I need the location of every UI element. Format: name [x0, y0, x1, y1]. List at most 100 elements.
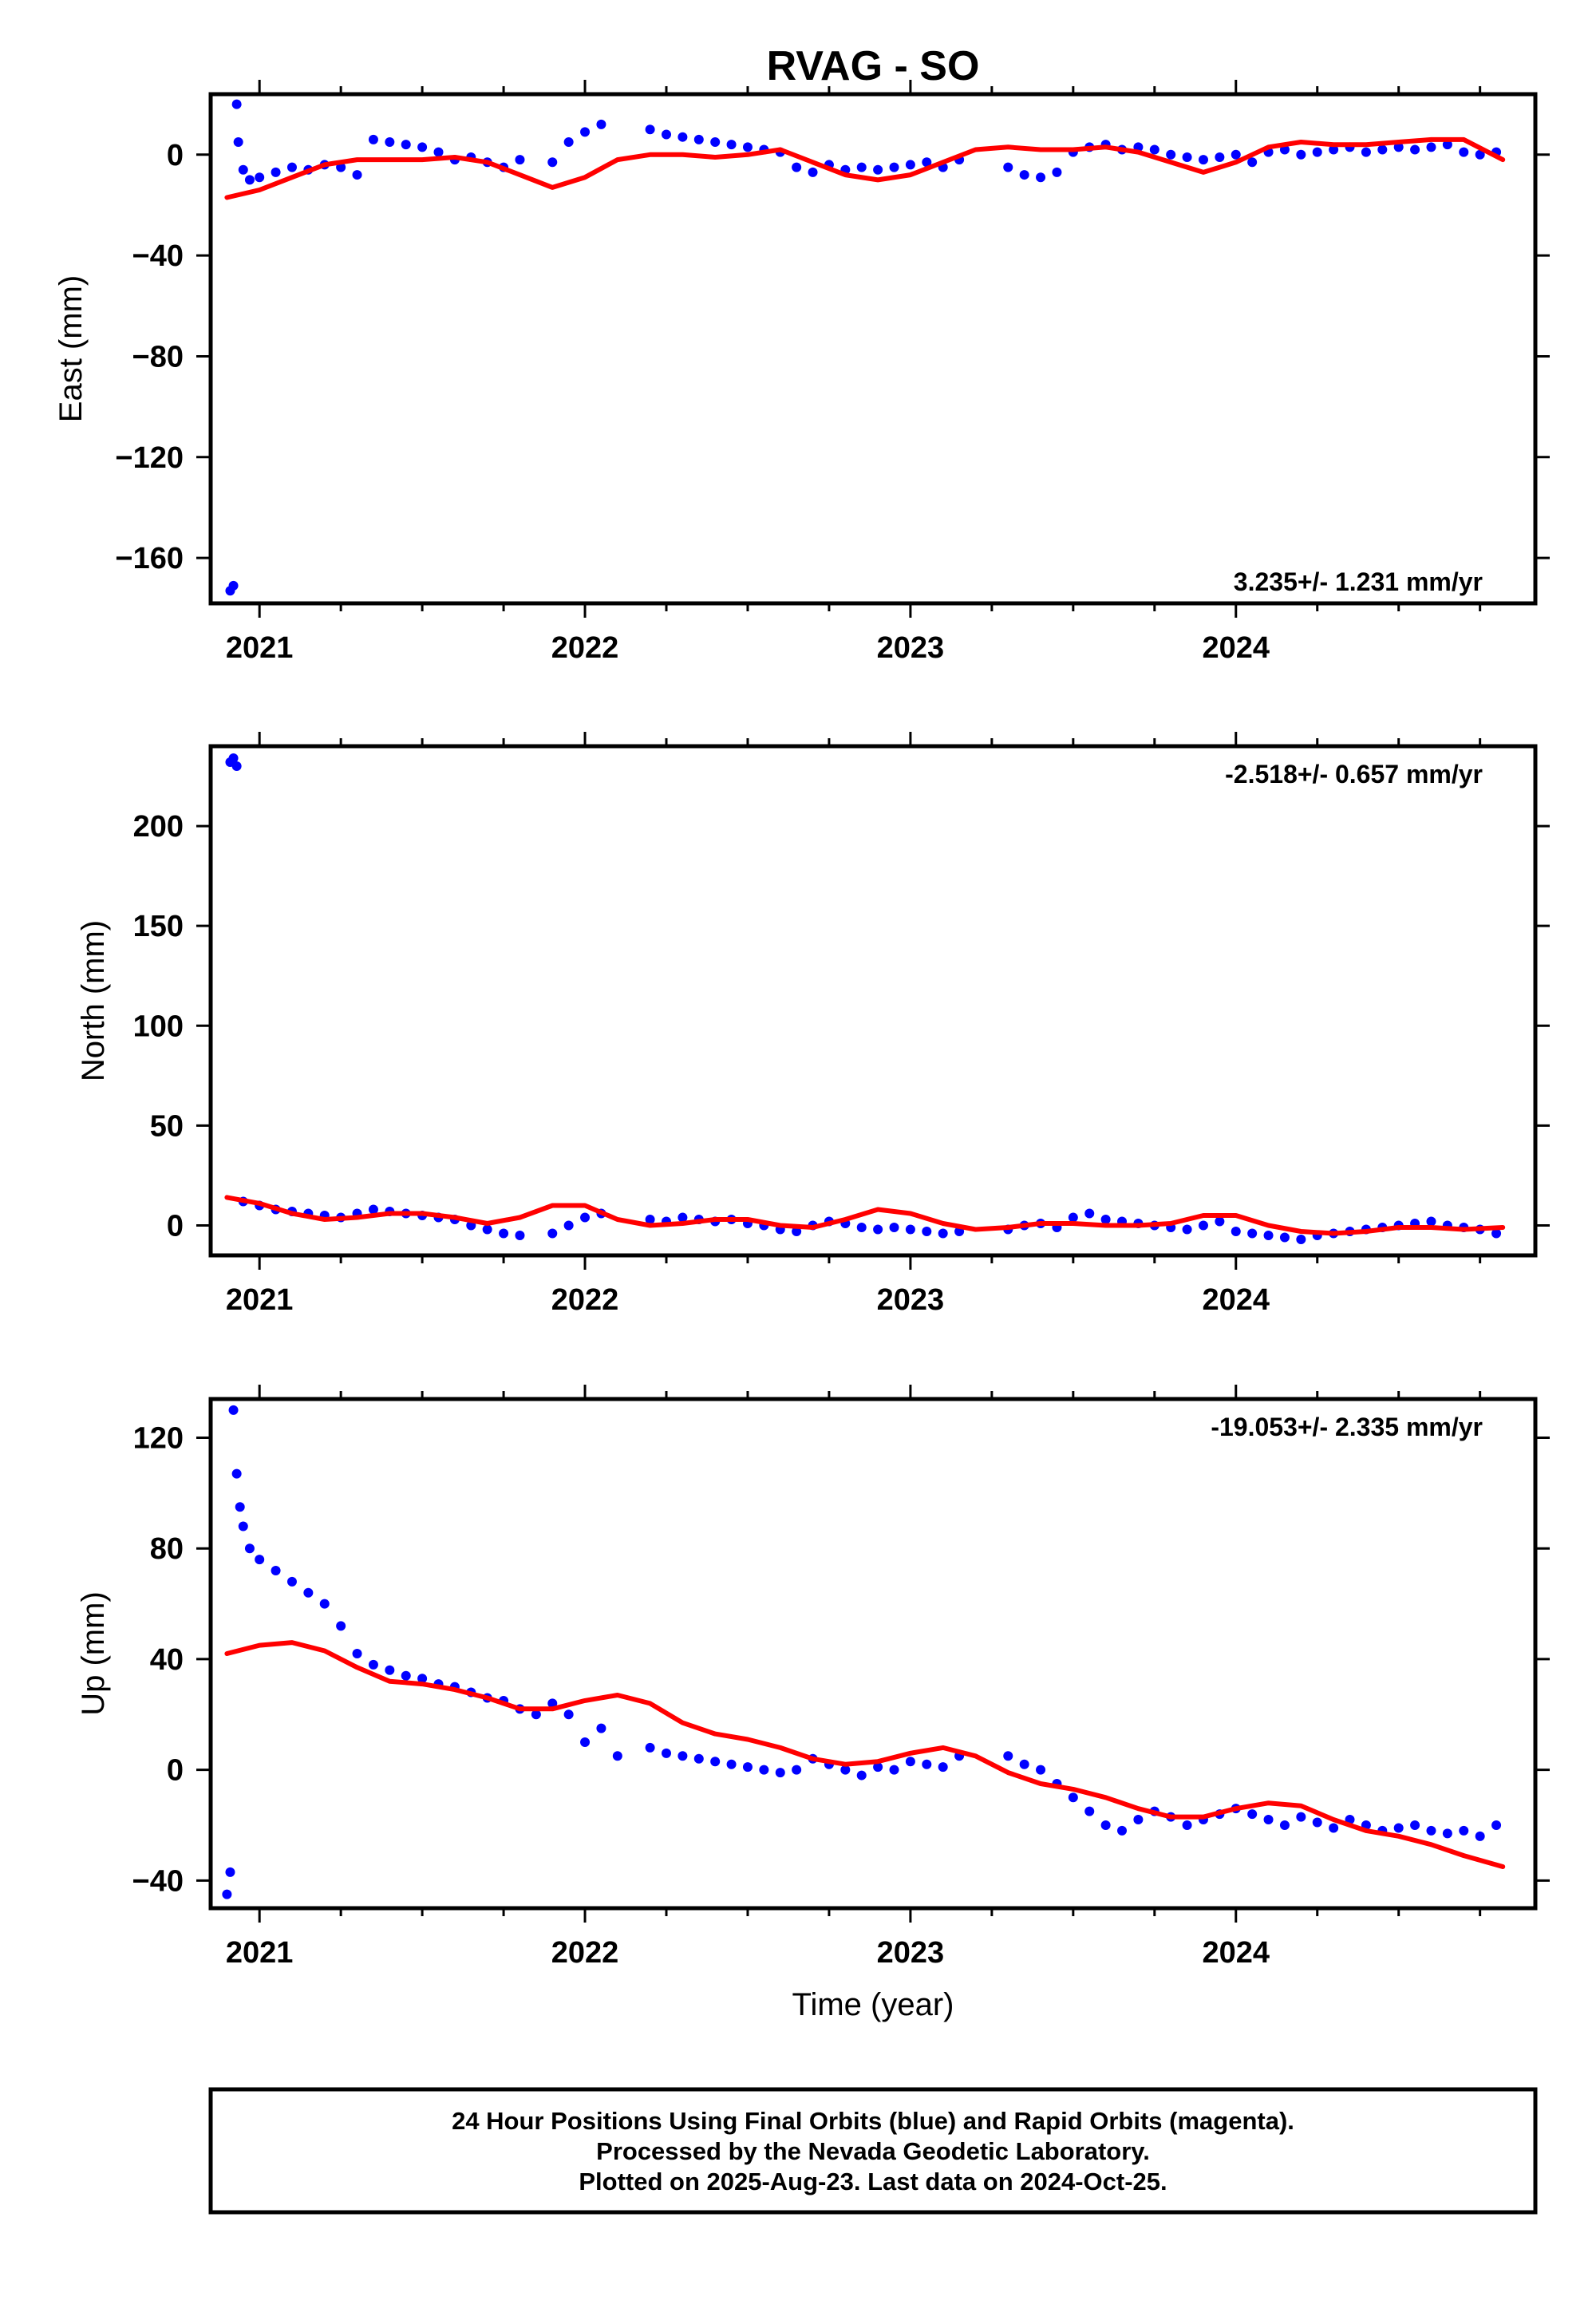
east-data-point	[678, 132, 688, 142]
east-data-point	[547, 157, 558, 168]
up-data-point	[1475, 1831, 1485, 1841]
north-data-point	[1231, 1226, 1241, 1236]
east-x-tick-label: 2024	[1202, 631, 1270, 665]
up-data-point	[235, 1502, 245, 1512]
up-data-point	[255, 1555, 265, 1565]
north-data	[224, 753, 1506, 1244]
up-x-tick-label: 2024	[1202, 1936, 1270, 1970]
east-y-tick-label: −40	[132, 239, 184, 273]
east-data-point	[1475, 149, 1485, 160]
up-x-tick-label: 2021	[226, 1936, 294, 1970]
footer-line-1: 24 Hour Positions Using Final Orbits (bl…	[452, 2107, 1294, 2135]
up-data-point	[596, 1723, 606, 1733]
up-data-point	[222, 1889, 232, 1899]
up-data	[222, 1405, 1506, 1899]
east-data-point	[742, 142, 753, 152]
north-data-point	[1198, 1220, 1208, 1231]
up-data-point	[244, 1543, 255, 1554]
up-data-point	[1247, 1809, 1258, 1820]
east-data-point	[693, 134, 704, 144]
north-data-point	[1426, 1216, 1436, 1227]
north-data-point	[228, 753, 239, 764]
east-data-point	[515, 155, 525, 165]
up-y-tick-label: −40	[132, 1864, 184, 1898]
east-data-point	[286, 162, 297, 172]
footer-line-2: Processed by the Nevada Geodetic Laborat…	[596, 2137, 1150, 2165]
east-x-tick-label: 2021	[226, 631, 294, 665]
up-data-point	[1100, 1820, 1111, 1830]
up-data-point	[1296, 1812, 1306, 1822]
up-data-point	[678, 1751, 688, 1761]
east-data-point	[1410, 144, 1420, 155]
footer-line-3: Plotted on 2025-Aug-23. Last data on 202…	[579, 2168, 1167, 2195]
north-y-tick-label: 0	[167, 1209, 184, 1243]
up-data-point	[873, 1762, 883, 1773]
east-data-point	[255, 172, 265, 183]
up-data-point	[271, 1565, 281, 1575]
north-data-point	[1247, 1228, 1258, 1239]
east-data-point	[352, 170, 362, 180]
up-data-point	[792, 1765, 802, 1775]
up-data-point	[1329, 1823, 1339, 1833]
up-data-point	[742, 1762, 753, 1773]
up-data-point	[840, 1765, 851, 1775]
up-data-point	[1442, 1828, 1452, 1839]
up-y-tick-label: 0	[167, 1754, 184, 1788]
up-data-point	[1263, 1815, 1274, 1825]
east-data-point	[1426, 142, 1436, 152]
east-data-point	[1036, 172, 1046, 183]
east-data-point	[244, 175, 255, 185]
up-data-point	[1133, 1815, 1144, 1825]
east-data-point	[873, 164, 883, 175]
north-data-point	[1296, 1234, 1306, 1244]
east-y-tick-label: 0	[167, 139, 184, 172]
north-data-point	[1100, 1214, 1111, 1224]
north-data-point	[580, 1212, 591, 1223]
up-data-point	[1279, 1820, 1290, 1830]
east-data-point	[889, 162, 899, 172]
up-data-point	[1426, 1825, 1436, 1836]
north-data-point	[856, 1222, 867, 1232]
up-data-point	[726, 1759, 737, 1769]
up-data-point	[547, 1698, 558, 1709]
up-data-point	[368, 1659, 378, 1670]
up-x-tick-label: 2022	[551, 1936, 619, 1970]
up-data-point	[1084, 1806, 1095, 1816]
east-data-point	[808, 167, 818, 177]
east-x-tick-label: 2023	[877, 631, 945, 665]
east-data-point	[433, 147, 444, 157]
up-data-point	[1019, 1759, 1029, 1769]
chart-title: RVAG - SO	[767, 43, 980, 89]
east-data-point	[726, 140, 737, 150]
up-data-point	[1491, 1820, 1502, 1830]
north-x-tick-label: 2022	[551, 1283, 619, 1317]
east-data-point	[417, 142, 428, 152]
up-data-point	[662, 1748, 672, 1758]
east-data-point	[596, 119, 606, 129]
east-data-point	[1247, 157, 1258, 168]
north-rate-label: -2.518+/- 0.657 mm/yr	[1225, 760, 1483, 788]
up-data-point	[1410, 1820, 1420, 1830]
north-x-tick-label: 2023	[877, 1283, 945, 1317]
north-data-point	[1084, 1208, 1095, 1219]
up-data-point	[759, 1765, 769, 1775]
up-y-tick-label: 120	[133, 1422, 184, 1456]
up-x-axis-label: Time (year)	[792, 1987, 954, 2022]
east-data-point	[792, 162, 802, 172]
up-x-tick-label: 2023	[877, 1936, 945, 1970]
up-data-point	[1182, 1820, 1192, 1830]
north-y-tick-label: 50	[150, 1109, 184, 1143]
east-data-point	[1231, 149, 1241, 160]
up-data-point	[563, 1709, 574, 1720]
up-data-point	[238, 1521, 248, 1531]
east-rate-label: 3.235+/- 1.231 mm/yr	[1234, 567, 1483, 596]
north-data-point	[499, 1228, 509, 1239]
north-y-tick-label: 200	[133, 810, 184, 844]
up-data-point	[1117, 1825, 1128, 1836]
north-data-point	[1279, 1232, 1290, 1243]
up-data-point	[1003, 1751, 1013, 1761]
east-data-point	[368, 134, 378, 144]
north-data-point	[905, 1224, 915, 1235]
north-data-point	[482, 1224, 492, 1235]
